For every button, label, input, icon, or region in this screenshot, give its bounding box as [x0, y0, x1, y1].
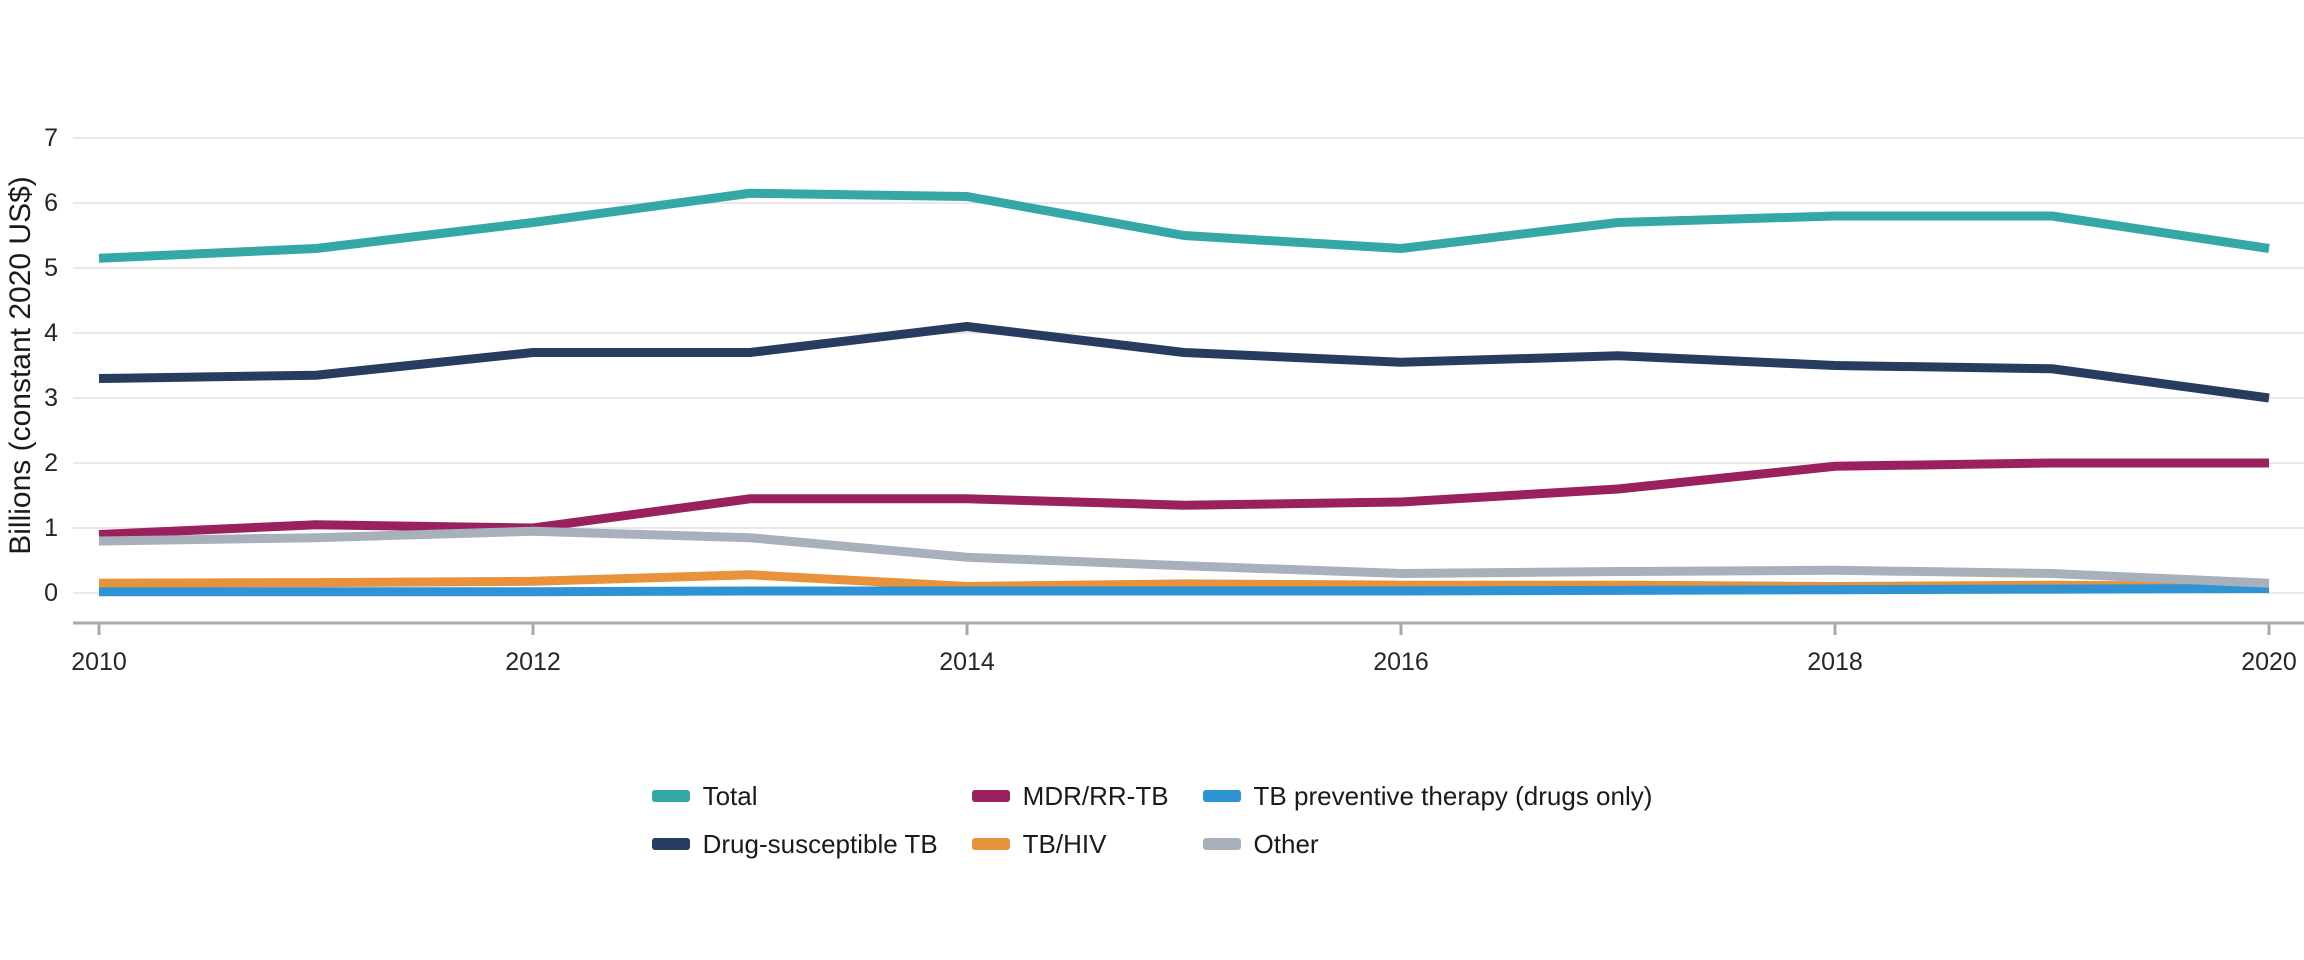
- legend-label: TB preventive therapy (drugs only): [1253, 781, 1653, 811]
- legend-swatch-icon-tb-preventive-therapy-drugs-only: [1202, 790, 1241, 802]
- y-tick-label: 4: [44, 319, 58, 347]
- legend-label: TB/HIV: [1022, 829, 1107, 859]
- series-line-drug-susceptible-tb: [98, 322, 2270, 403]
- x-tick-label: 2020: [2241, 648, 2297, 676]
- legend-label: Total: [702, 781, 758, 811]
- x-tick-label: 2014: [939, 648, 995, 676]
- legend-label: Drug-susceptible TB: [702, 829, 938, 859]
- legend-swatch-icon-tb-hiv: [971, 838, 1010, 850]
- y-tick-label: 5: [44, 254, 58, 282]
- series-line-mdr-rr-tb: [98, 458, 2269, 539]
- series-line-total: [98, 188, 2270, 263]
- legend-item-mdr-rr-tb: MDR/RR-TB: [971, 780, 1169, 812]
- x-tick-label: 2012: [505, 648, 561, 676]
- series-line-tb-hiv: [98, 570, 2270, 591]
- y-tick-label: 7: [44, 124, 58, 152]
- y-tick-label: 3: [44, 384, 58, 412]
- legend-item-total: Total: [651, 780, 938, 812]
- y-tick-label: 6: [44, 189, 58, 217]
- x-tick-label: 2010: [71, 648, 127, 676]
- legend-item-other: Other: [1202, 828, 1653, 860]
- y-tick-label: 0: [44, 579, 58, 607]
- y-axis-title: Billions (constant 2020 US$): [4, 176, 37, 555]
- legend-grid: Total Drug-susceptible TB MDR/RR-TB TB/HIV T…: [651, 780, 1653, 860]
- legend-item-drug-susceptible-tb: Drug-susceptible TB: [651, 828, 938, 860]
- legend-item-tb-preventive-therapy-drugs-only: TB preventive therapy (drugs only): [1202, 780, 1653, 812]
- legend-swatch-icon-mdr-rr-tb: [971, 790, 1010, 802]
- x-tick-label: 2016: [1373, 648, 1429, 676]
- legend-swatch-icon-total: [651, 790, 690, 802]
- legend-item-tb-hiv: TB/HIV: [971, 828, 1169, 860]
- legend-swatch-icon-other: [1202, 838, 1241, 850]
- series-line-other: [98, 526, 2270, 588]
- y-tick-label: 1: [44, 514, 58, 542]
- y-tick-label: 2: [44, 449, 58, 477]
- x-tick-label: 2018: [1807, 648, 1863, 676]
- plot-area: 0 1 2 3 4 5 6 7 2010 2012 2014 2016 2018 2020 Billions…: [4, 124, 2304, 676]
- series-line-tb-preventive-therapy-drugs-only: [99, 583, 2270, 597]
- legend: Total Drug-susceptible TB MDR/RR-TB TB/HIV T…: [0, 780, 2304, 860]
- legend-swatch-icon-drug-susceptible-tb: [651, 838, 690, 850]
- legend-label: Other: [1253, 829, 1319, 859]
- legend-label: MDR/RR-TB: [1022, 781, 1169, 811]
